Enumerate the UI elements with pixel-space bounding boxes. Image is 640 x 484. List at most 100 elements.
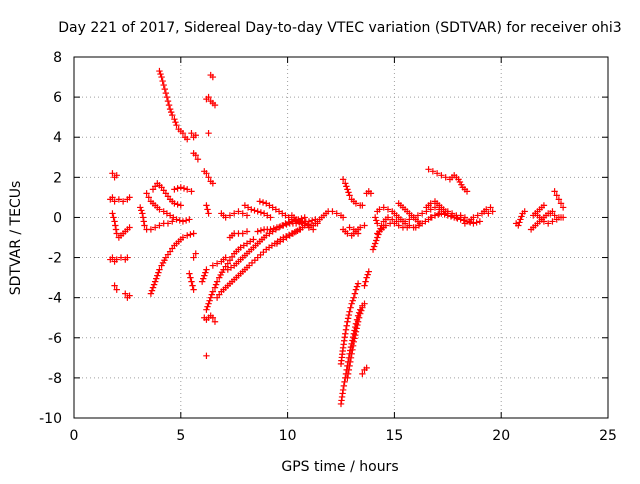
data-point — [187, 274, 194, 281]
y-tick-label: 8 — [53, 50, 62, 66]
data-point — [301, 214, 308, 221]
data-point — [551, 188, 558, 195]
data-point — [463, 188, 471, 195]
y-tick-label: -2 — [48, 251, 62, 267]
data-point — [427, 200, 434, 207]
data-point — [162, 89, 170, 97]
data-point — [422, 218, 429, 225]
data-point — [518, 213, 525, 220]
data-point — [447, 213, 455, 220]
data-point — [382, 222, 390, 229]
data-point — [454, 215, 461, 222]
data-point — [380, 204, 387, 211]
data-point — [516, 219, 523, 226]
data-point — [188, 188, 195, 195]
data-point — [349, 346, 356, 354]
data-point — [427, 214, 434, 221]
data-point — [347, 304, 354, 311]
data-point — [188, 130, 195, 137]
data-point — [333, 210, 340, 217]
data-point — [353, 283, 361, 290]
data-point — [139, 214, 147, 221]
data-point — [348, 350, 355, 358]
data-point — [283, 234, 290, 241]
data-point — [371, 214, 379, 221]
data-point — [343, 183, 350, 190]
data-point — [418, 210, 426, 217]
data-point — [159, 77, 166, 85]
x-axis-label: GPS time / hours — [281, 459, 398, 475]
data-point — [263, 200, 270, 207]
data-point — [389, 216, 396, 223]
data-point — [344, 315, 352, 322]
data-point — [184, 136, 191, 143]
data-point — [549, 218, 556, 225]
data-point — [348, 300, 355, 307]
data-point — [391, 220, 398, 227]
data-point — [208, 291, 215, 298]
data-point — [406, 216, 413, 223]
data-point — [344, 370, 352, 378]
data-point — [351, 290, 359, 297]
data-point — [171, 200, 178, 207]
data-point — [264, 212, 271, 219]
data-point — [280, 236, 287, 243]
data-point — [352, 328, 360, 335]
data-point — [540, 202, 548, 209]
data-point — [266, 230, 273, 237]
data-point — [211, 318, 219, 325]
data-point — [209, 288, 217, 295]
data-point — [342, 330, 349, 337]
data-point — [480, 208, 488, 215]
y-tick-label: -8 — [48, 371, 62, 387]
data-point — [109, 210, 116, 217]
data-point — [429, 168, 437, 175]
data-point — [285, 214, 292, 221]
data-point — [212, 281, 220, 288]
data-point — [460, 217, 468, 224]
data-point — [361, 222, 368, 229]
data-point — [344, 230, 351, 237]
data-point — [260, 210, 268, 217]
data-point — [351, 335, 358, 342]
data-point — [273, 240, 281, 247]
data-point — [112, 226, 120, 233]
data-point — [209, 314, 217, 321]
data-point — [279, 210, 286, 217]
data-point — [339, 386, 347, 394]
data-point — [410, 214, 417, 221]
data-point — [207, 294, 214, 301]
data-point — [190, 230, 197, 237]
data-point — [438, 172, 445, 179]
data-point — [243, 240, 251, 247]
data-point — [401, 218, 409, 225]
data-point — [186, 216, 193, 223]
data-point — [273, 224, 281, 231]
data-point — [119, 198, 127, 205]
data-point — [205, 130, 212, 137]
data-point — [174, 201, 181, 208]
data-point — [166, 105, 174, 113]
data-point — [124, 254, 131, 261]
data-point — [173, 121, 180, 129]
data-point — [109, 254, 116, 261]
data-point — [165, 101, 173, 109]
data-point — [160, 208, 167, 215]
data-point — [376, 206, 383, 213]
data-point — [370, 243, 378, 250]
data-point — [109, 194, 116, 201]
data-point — [489, 208, 496, 215]
data-point — [342, 180, 349, 187]
data-point — [109, 170, 116, 177]
y-tick-label: 2 — [53, 170, 62, 186]
data-point — [375, 231, 382, 238]
data-point — [357, 224, 364, 231]
data-point — [231, 210, 238, 217]
data-point — [555, 196, 563, 203]
data-point — [354, 318, 362, 325]
data-point — [151, 224, 159, 231]
data-point — [188, 278, 195, 285]
data-point — [177, 202, 184, 209]
data-point — [436, 210, 443, 217]
